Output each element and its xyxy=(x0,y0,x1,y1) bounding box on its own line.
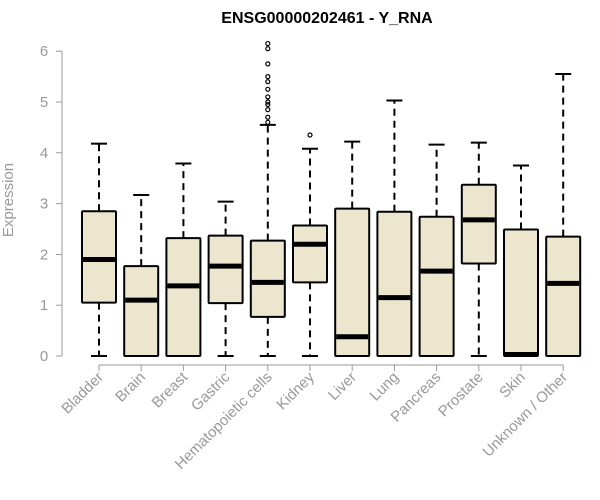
y-tick-label: 4 xyxy=(40,145,48,162)
outlier-point xyxy=(265,119,271,125)
box-iqr xyxy=(123,265,160,358)
outlier-point xyxy=(265,99,271,105)
x-tick-label: Liver xyxy=(325,369,360,404)
box-group xyxy=(503,164,539,357)
box-iqr xyxy=(249,239,286,318)
y-tick-label: 3 xyxy=(40,196,48,213)
x-tick-label: Brain xyxy=(112,369,149,406)
outlier-point xyxy=(307,132,313,138)
y-axis: 0 1 2 3 4 5 6 xyxy=(40,43,63,365)
box-iqr xyxy=(460,183,497,265)
box-iqr xyxy=(545,235,582,357)
box-iqr xyxy=(207,234,244,305)
y-axis-label: Expression xyxy=(0,163,17,237)
outlier-point xyxy=(265,86,271,92)
x-tick-label: Breast xyxy=(149,368,192,411)
chart-title: ENSG00000202461 - Y_RNA xyxy=(221,10,433,27)
outlier-point xyxy=(265,107,271,113)
box-iqr xyxy=(165,237,202,357)
y-tick-label: 1 xyxy=(40,297,48,314)
x-tick-label: Prostate xyxy=(435,369,487,421)
box-group xyxy=(418,143,455,357)
y-tick-label: 6 xyxy=(40,43,48,60)
x-tick-label: Skin xyxy=(496,369,529,402)
outlier-point xyxy=(265,61,271,67)
box-group xyxy=(81,142,117,357)
y-tick-label: 2 xyxy=(40,246,48,263)
box-series xyxy=(81,40,582,358)
box-group xyxy=(545,73,582,357)
outlier-point xyxy=(265,46,271,52)
outlier-point xyxy=(265,101,271,108)
box-group xyxy=(292,132,328,357)
box-group xyxy=(207,200,244,357)
box-group xyxy=(249,40,286,357)
x-tick-label: Bladder xyxy=(58,369,107,418)
y-tick-label: 0 xyxy=(40,348,48,365)
y-tick-label: 5 xyxy=(40,94,48,111)
box-iqr xyxy=(292,224,328,284)
box-iqr xyxy=(503,228,539,357)
box-group xyxy=(334,140,371,357)
box-iqr xyxy=(418,215,455,357)
x-tick-label: Kidney xyxy=(273,368,318,413)
outlier-point xyxy=(265,40,271,47)
x-tick-label: Lung xyxy=(367,369,403,405)
box-iqr xyxy=(81,210,117,304)
box-group xyxy=(165,162,202,357)
outlier-point xyxy=(265,94,271,100)
box-iqr xyxy=(334,207,371,357)
box-group xyxy=(376,99,413,357)
outlier-point xyxy=(265,114,271,120)
box-group xyxy=(123,193,160,358)
box-iqr xyxy=(376,210,413,357)
box-group xyxy=(460,141,497,357)
outlier-point xyxy=(265,79,271,85)
outlier-point xyxy=(265,73,271,80)
